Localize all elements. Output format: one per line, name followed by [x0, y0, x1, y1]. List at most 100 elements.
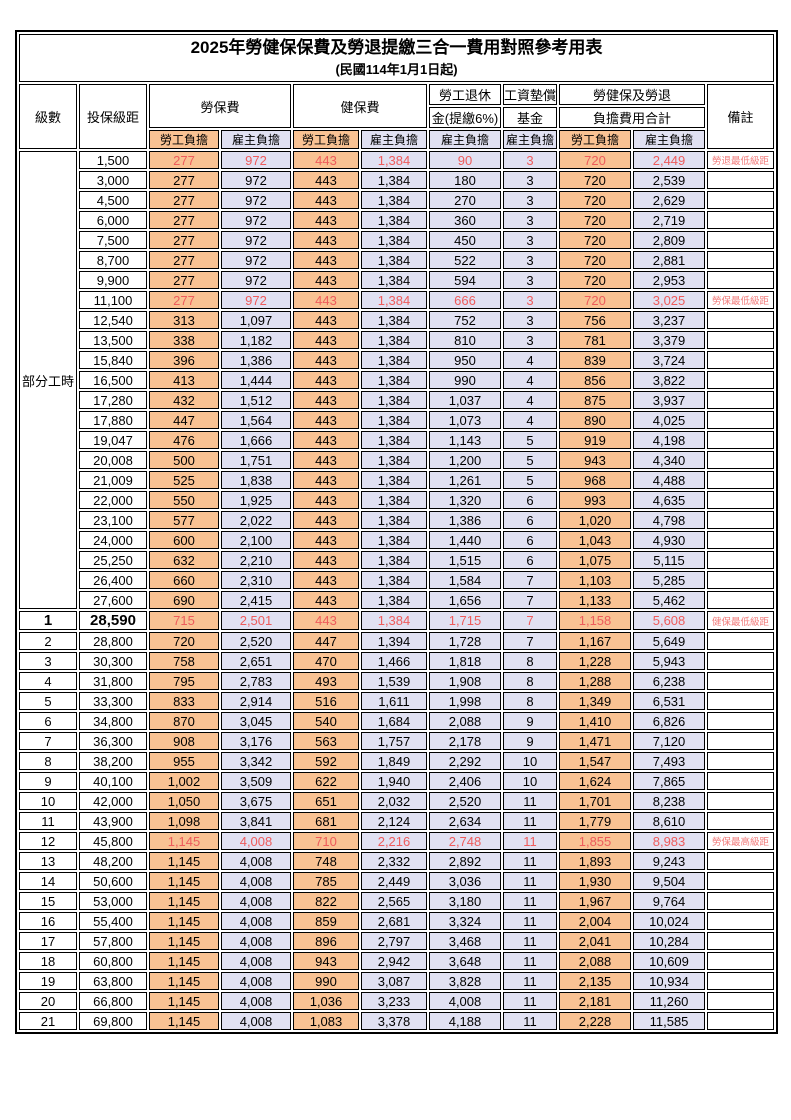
cell-value: 919 [559, 431, 632, 449]
cell-value: 1,515 [429, 551, 501, 569]
cell-remark [707, 531, 775, 549]
header-employer-burden: 雇主負擔 [361, 130, 427, 149]
table-row: 8,700 277 972 443 1,384 522 3 720 2,881 [19, 251, 775, 269]
table-row: 23,100 577 2,022 443 1,384 1,386 6 1,020 4,798 [19, 511, 775, 529]
cell-value: 1,998 [429, 692, 501, 710]
cell-value: 2,797 [361, 932, 427, 950]
cell-level: 4 [19, 672, 77, 690]
cell-value: 2,032 [361, 792, 427, 810]
cell-value: 1,073 [429, 411, 501, 429]
cell-value: 2,881 [633, 251, 706, 269]
cell-value: 833 [149, 692, 219, 710]
cell-value: 720 [559, 231, 632, 249]
header-pension-line1: 勞工退休 [429, 84, 501, 105]
cell-value: 1,584 [429, 571, 501, 589]
cell-value: 2,942 [361, 952, 427, 970]
cell-value: 5 [503, 431, 558, 449]
cell-value: 2,004 [559, 912, 632, 930]
table-row: 6,000 277 972 443 1,384 360 3 720 2,719 [19, 211, 775, 229]
cell-value: 1,145 [149, 992, 219, 1010]
cell-value: 4,188 [429, 1012, 501, 1030]
cell-remark [707, 211, 775, 229]
cell-bracket: 31,800 [79, 672, 147, 690]
cell-value: 1,143 [429, 431, 501, 449]
header-row-group1: 級數 投保級距 勞保費 健保費 勞工退休 工資墊償 勞健保及勞退 備註 [19, 84, 775, 149]
cell-value: 950 [429, 351, 501, 369]
cell-remark [707, 732, 775, 750]
cell-remark [707, 872, 775, 890]
cell-value: 2,449 [633, 151, 706, 169]
cell-value: 2,449 [361, 872, 427, 890]
cell-value: 710 [293, 832, 359, 850]
cell-value: 2,651 [221, 652, 291, 670]
cell-value: 443 [293, 571, 359, 589]
cell-value: 10 [503, 772, 558, 790]
cell-value: 4,008 [221, 952, 291, 970]
cell-value: 443 [293, 371, 359, 389]
cell-value: 1,043 [559, 531, 632, 549]
cell-value: 2,181 [559, 992, 632, 1010]
cell-remark [707, 191, 775, 209]
cell-value: 720 [559, 211, 632, 229]
cell-value: 500 [149, 451, 219, 469]
cell-value: 758 [149, 652, 219, 670]
cell-value: 795 [149, 672, 219, 690]
table-row: 6 34,800 870 3,045 540 1,684 2,088 9 1,410 6,826 [19, 712, 775, 730]
cell-value: 3,675 [221, 792, 291, 810]
cell-value: 3 [503, 271, 558, 289]
cell-value: 1,384 [361, 191, 427, 209]
cell-value: 4,008 [221, 892, 291, 910]
cell-level: 19 [19, 972, 77, 990]
cell-level: 20 [19, 992, 77, 1010]
cell-remark [707, 331, 775, 349]
cell-value: 525 [149, 471, 219, 489]
cell-value: 11 [503, 1012, 558, 1030]
cell-level: 9 [19, 772, 77, 790]
cell-value: 2,634 [429, 812, 501, 830]
cell-value: 2,216 [361, 832, 427, 850]
cell-remark [707, 912, 775, 930]
cell-value: 968 [559, 471, 632, 489]
cell-value: 720 [559, 251, 632, 269]
cell-value: 993 [559, 491, 632, 509]
cell-remark [707, 571, 775, 589]
table-row: 7,500 277 972 443 1,384 450 3 720 2,809 [19, 231, 775, 249]
cell-value: 550 [149, 491, 219, 509]
cell-value: 1,386 [221, 351, 291, 369]
cell-value: 3,378 [361, 1012, 427, 1030]
cell-value: 5,115 [633, 551, 706, 569]
cell-value: 540 [293, 712, 359, 730]
header-worker-burden: 勞工負擔 [149, 130, 219, 149]
page-title: 2025年勞健保保費及勞退提繳三合一費用對照參考用表 [190, 38, 603, 58]
cell-remark [707, 772, 775, 790]
cell-value: 5,649 [633, 632, 706, 650]
cell-value: 10,284 [633, 932, 706, 950]
cell-value: 1,002 [149, 772, 219, 790]
cell-value: 1,384 [361, 291, 427, 309]
cell-value: 360 [429, 211, 501, 229]
table-row: 3 30,300 758 2,651 470 1,466 1,818 8 1,228 5,943 [19, 652, 775, 670]
cell-bracket: 1,500 [79, 151, 147, 169]
cell-value: 720 [559, 191, 632, 209]
header-employer-burden: 雇主負擔 [633, 130, 706, 149]
cell-value: 1,384 [361, 431, 427, 449]
cell-value: 5,462 [633, 591, 706, 609]
cell-value: 1,751 [221, 451, 291, 469]
header-employer-burden: 雇主負擔 [503, 130, 558, 149]
cell-remark [707, 311, 775, 329]
cell-value: 1,384 [361, 311, 427, 329]
cell-value: 1,349 [559, 692, 632, 710]
table-row: 21 69,800 1,145 4,008 1,083 3,378 4,188 11 2,228… [19, 1012, 775, 1030]
cell-value: 10,609 [633, 952, 706, 970]
cell-value: 7 [503, 632, 558, 650]
cell-value: 1,908 [429, 672, 501, 690]
cell-bracket: 3,000 [79, 171, 147, 189]
header-row-group2: 金(提繳6%) 基金 負擔費用合計 [19, 107, 774, 128]
cell-value: 4,008 [221, 932, 291, 950]
cell-value: 7,493 [633, 752, 706, 770]
cell-remark [707, 471, 775, 489]
cell-bracket: 43,900 [79, 812, 147, 830]
cell-value: 443 [293, 431, 359, 449]
header-wage-fund-line2: 基金 [503, 107, 558, 128]
cell-level: 15 [19, 892, 77, 910]
